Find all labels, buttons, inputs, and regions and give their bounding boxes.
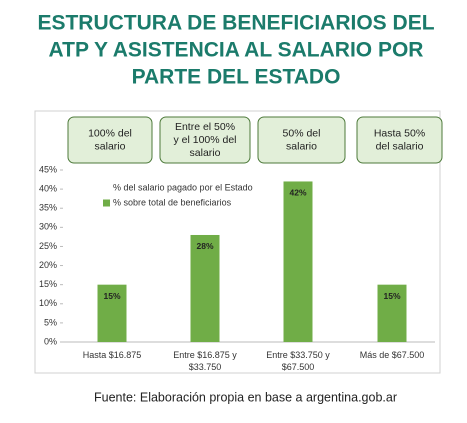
annotation-line: y el 100% del [173,134,236,146]
annotation-box [159,116,251,164]
data-label: 28% [196,241,213,251]
y-tick-label: 45% [39,164,57,174]
x-tick-line: Más de $67.500 [360,350,425,360]
x-tick-label: Hasta $16.875 [83,350,142,360]
legend-swatch [103,184,110,192]
annotation-box [356,116,443,164]
annotation-line: del salario [376,140,424,152]
bar [97,284,127,342]
y-tick-label: 20% [39,260,57,270]
x-tick-line: $67.500 [282,362,315,372]
annotation-line: salario [286,140,317,152]
annotation-line: salario [95,140,126,152]
title-line: PARTE DEL ESTADO [132,66,341,89]
source: Fuente: Elaboración propia en base a arg… [94,390,397,404]
x-tick-label: Entre $16.875 y $33.750 [173,350,237,372]
y-tick-label: 35% [39,203,57,213]
annotation: 50% del salario [283,127,321,152]
title-line: ESTRUCTURA DE BENEFICIARIOS DEL [37,12,434,35]
x-tick-label: Entre $33.750 y $67.500 [266,350,330,372]
y-tick-label: 30% [39,222,57,232]
data-label: 15% [103,291,120,301]
x-tick-line: Entre $16.875 y [173,350,237,360]
y-tick-label: 0% [44,336,57,346]
data-label: 42% [289,188,306,198]
legend-label: % sobre total de beneficiarios [113,197,232,207]
x-tick-label: Más de $67.500 [360,350,425,360]
annotation-box [257,116,346,164]
annotation: Entre el 50% y el 100% del salario [173,121,236,159]
x-tick-line: $33.750 [189,362,222,372]
y-tick-label: 5% [44,317,57,327]
bar [190,234,220,342]
legend-label: % del salario pagado por el Estado [113,182,253,192]
annotation-box [67,116,153,164]
annotation: 100% del salario [88,127,132,152]
y-tick-label: 10% [39,298,57,308]
y-tick-label: 40% [39,183,57,193]
x-tick-line: Hasta $16.875 [83,350,142,360]
annotation-line: 50% del [283,127,321,139]
annotation-line: Hasta 50% [374,127,425,139]
annotation-line: 100% del [88,127,132,139]
bar [283,181,313,342]
data-label: 15% [383,291,400,301]
y-tick-label: 15% [39,279,57,289]
title-line: ATP Y ASISTENCIA AL SALARIO POR [49,39,424,62]
annotation: Hasta 50% del salario [374,127,425,152]
x-tick-line: Entre $33.750 y [266,350,330,360]
y-tick-label: 25% [39,241,57,251]
bar [377,284,407,342]
annotation-line: salario [190,147,221,159]
annotation-line: Entre el 50% [175,121,235,133]
legend-swatch [103,199,110,207]
